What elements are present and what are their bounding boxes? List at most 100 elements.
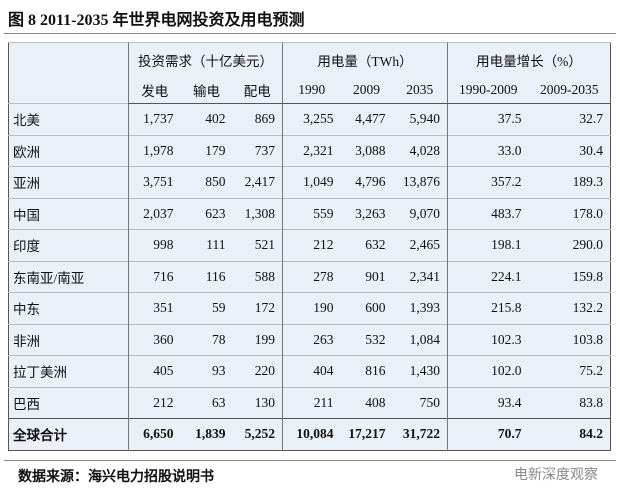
cell: 290.0 [528, 229, 611, 261]
row-label: 亚洲 [8, 166, 129, 198]
cell: 84.2 [528, 418, 611, 450]
cell: 850 [180, 166, 233, 198]
row-label: 东南亚/南亚 [8, 260, 129, 293]
cell: 1,049 [282, 166, 341, 198]
title: 图 8 2011-2035 年世界电网投资及用电预测 [8, 12, 305, 29]
cell: 6,650 [128, 418, 181, 450]
row-label: 全球合计 [8, 418, 129, 450]
cell: 1,737 [128, 103, 181, 135]
cell: 102.0 [447, 355, 529, 387]
cell: 816 [340, 355, 393, 387]
cell: 402 [180, 103, 233, 135]
cell: 30.4 [528, 134, 611, 167]
cell: 5,940 [392, 103, 448, 135]
cell: 224.1 [447, 260, 529, 293]
cell: 130 [232, 386, 283, 419]
cell: 750 [392, 386, 448, 419]
table-row: 欧洲 1,978 179 737 2,321 3,088 4,028 33.0 30.4 [8, 134, 611, 167]
table-row: 北美 1,737 402 869 3,255 4,477 5,940 37.5 32.7 [8, 103, 611, 135]
row-label: 非洲 [8, 323, 129, 356]
cell: 2,321 [282, 134, 341, 167]
cell: 9,070 [392, 197, 448, 230]
cell: 172 [232, 292, 283, 324]
table-row: 全球合计 6,650 1,839 5,252 10,084 17,217 31,722 70.… [8, 418, 611, 450]
cell: 13,876 [392, 166, 448, 198]
cell: 263 [282, 323, 341, 356]
cell: 998 [128, 229, 181, 261]
column-header: 配电 [232, 77, 283, 104]
row-label: 北美 [8, 103, 129, 135]
cell: 357.2 [447, 166, 529, 198]
cell: 116 [180, 260, 233, 293]
cell: 37.5 [447, 103, 529, 135]
row-label: 拉丁美洲 [8, 355, 129, 387]
cell: 211 [282, 386, 341, 419]
cell: 600 [340, 292, 393, 324]
cell: 408 [340, 386, 393, 419]
table-row: 拉丁美洲 405 93 220 404 816 1,430 102.0 75.2 [8, 355, 611, 387]
cell: 4,028 [392, 134, 448, 167]
group-header: 投资需求（十亿美元） [128, 42, 283, 77]
cell: 10,084 [282, 418, 341, 450]
column-header: 1990-2009 [447, 77, 529, 104]
cell: 3,751 [128, 166, 181, 198]
cell: 4,477 [340, 103, 393, 135]
column-header: 2009-2035 [528, 77, 611, 104]
cell: 199 [232, 323, 283, 356]
cell: 17,217 [340, 418, 393, 450]
cell: 70.7 [447, 418, 529, 450]
cell: 3,263 [340, 197, 393, 230]
column-header: 1990 [282, 77, 341, 104]
cell: 212 [282, 229, 341, 261]
cell: 737 [232, 134, 283, 167]
cell: 63 [180, 386, 233, 419]
cell: 4,796 [340, 166, 393, 198]
cell: 189.3 [528, 166, 611, 198]
cell: 278 [282, 260, 341, 293]
cell: 1,084 [392, 323, 448, 356]
cell: 179 [180, 134, 233, 167]
cell: 111 [180, 229, 233, 261]
cell: 1,978 [128, 134, 181, 167]
cell: 2,341 [392, 260, 448, 293]
cell: 31,722 [392, 418, 448, 450]
cell: 1,430 [392, 355, 448, 387]
row-label: 中国 [8, 197, 129, 230]
cell: 178.0 [528, 197, 611, 230]
cell: 2,465 [392, 229, 448, 261]
column-header: 2035 [392, 77, 448, 104]
group-row: 投资需求（十亿美元） 用电量（TWh） 用电量增长（%） [8, 42, 611, 104]
cell: 901 [340, 260, 393, 293]
cell: 220 [232, 355, 283, 387]
cell: 93 [180, 355, 233, 387]
row-label: 巴西 [8, 386, 129, 419]
table-row: 中东 351 59 172 190 600 1,393 215.8 132.2 [8, 292, 611, 324]
cell: 190 [282, 292, 341, 324]
cell: 483.7 [447, 197, 529, 230]
cell: 532 [340, 323, 393, 356]
group-header: 用电量（TWh） [282, 42, 448, 77]
table-row: 非洲 360 78 199 263 532 1,084 102.3 103.8 [8, 323, 611, 356]
cell: 83.8 [528, 386, 611, 419]
cell: 2,417 [232, 166, 283, 198]
cell: 1,308 [232, 197, 283, 230]
row-label: 欧洲 [8, 134, 129, 167]
cell: 588 [232, 260, 283, 293]
cell: 869 [232, 103, 283, 135]
cell: 1,839 [180, 418, 233, 450]
cell: 1,393 [392, 292, 448, 324]
table-row: 巴西 212 63 130 211 408 750 93.4 83.8 [8, 386, 611, 419]
cell: 360 [128, 323, 181, 356]
cell: 93.4 [447, 386, 529, 419]
column-header: 输电 [180, 77, 233, 104]
cell: 716 [128, 260, 181, 293]
table-row: 印度 998 111 521 212 632 2,465 198.1 290.0 [8, 229, 611, 261]
cell: 3,088 [340, 134, 393, 167]
cell: 559 [282, 197, 341, 230]
cell: 102.3 [447, 323, 529, 356]
title-rule [4, 33, 616, 34]
watermark: 电新深度观察 [514, 467, 598, 483]
cell: 351 [128, 292, 181, 324]
cell: 33.0 [447, 134, 529, 167]
